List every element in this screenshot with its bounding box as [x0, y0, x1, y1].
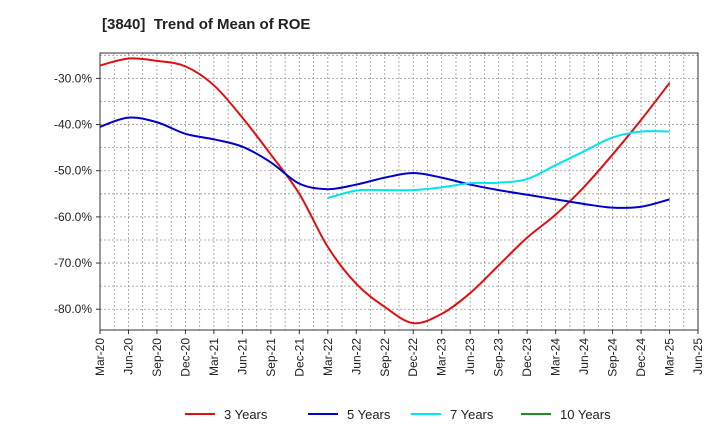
x-tick-label: Jun-21 — [235, 338, 249, 375]
legend-label-3-years: 3 Years — [224, 407, 268, 422]
y-tick-label: -60.0% — [54, 210, 92, 224]
x-tick-label: Dec-22 — [406, 338, 420, 377]
x-tick-label: Mar-20 — [93, 338, 107, 376]
x-tick-label: Sep-21 — [264, 338, 278, 377]
series-line-7-years — [327, 130, 670, 199]
x-tick-label: Dec-23 — [520, 338, 534, 377]
x-tick-label: Dec-24 — [634, 338, 648, 377]
x-tick-label: Sep-22 — [378, 338, 392, 377]
y-tick-label: -80.0% — [54, 302, 92, 316]
x-tick-label: Mar-23 — [435, 338, 449, 376]
x-tick-label: Dec-20 — [178, 338, 192, 377]
x-tick-label: Sep-24 — [606, 338, 620, 377]
x-tick-label: Dec-21 — [292, 338, 306, 377]
chart-title: [3840] Trend of Mean of ROE — [102, 16, 311, 33]
x-tick-label: Mar-24 — [549, 338, 563, 376]
x-tick-label: Mar-25 — [663, 338, 677, 376]
x-tick-label: Jun-23 — [463, 338, 477, 375]
x-tick-label: Sep-20 — [150, 338, 164, 377]
legend: 3 Years 5 Years 7 Years 10 Years — [185, 407, 611, 422]
y-tick-label: -40.0% — [54, 118, 92, 132]
x-tick-label: Jun-22 — [349, 338, 363, 375]
series-lines — [99, 57, 671, 325]
y-tick-label: -70.0% — [54, 256, 92, 270]
x-tick-label: Mar-22 — [321, 338, 335, 376]
y-axis-ticks: -30.0% -40.0% -50.0% -60.0% -70.0% -80.0% — [54, 71, 100, 316]
x-tick-label: Jun-25 — [691, 338, 705, 375]
legend-label-10-years: 10 Years — [560, 407, 611, 422]
y-tick-label: -30.0% — [54, 71, 92, 85]
series-line-3-years — [99, 57, 671, 325]
x-tick-label: Mar-21 — [207, 338, 221, 376]
legend-label-5-years: 5 Years — [347, 407, 391, 422]
y-tick-label: -50.0% — [54, 164, 92, 178]
grid-lines — [100, 53, 698, 330]
x-tick-label: Sep-23 — [492, 338, 506, 377]
legend-label-7-years: 7 Years — [450, 407, 494, 422]
plot-area-border — [99, 52, 699, 331]
x-tick-label: Jun-20 — [121, 338, 135, 375]
x-axis-ticks: Mar-20 Jun-20 Sep-20 Dec-20 Mar-21 Jun-21 Sep-… — [93, 330, 705, 377]
series-line-5-years — [99, 116, 670, 209]
x-tick-label: Jun-24 — [577, 338, 591, 375]
